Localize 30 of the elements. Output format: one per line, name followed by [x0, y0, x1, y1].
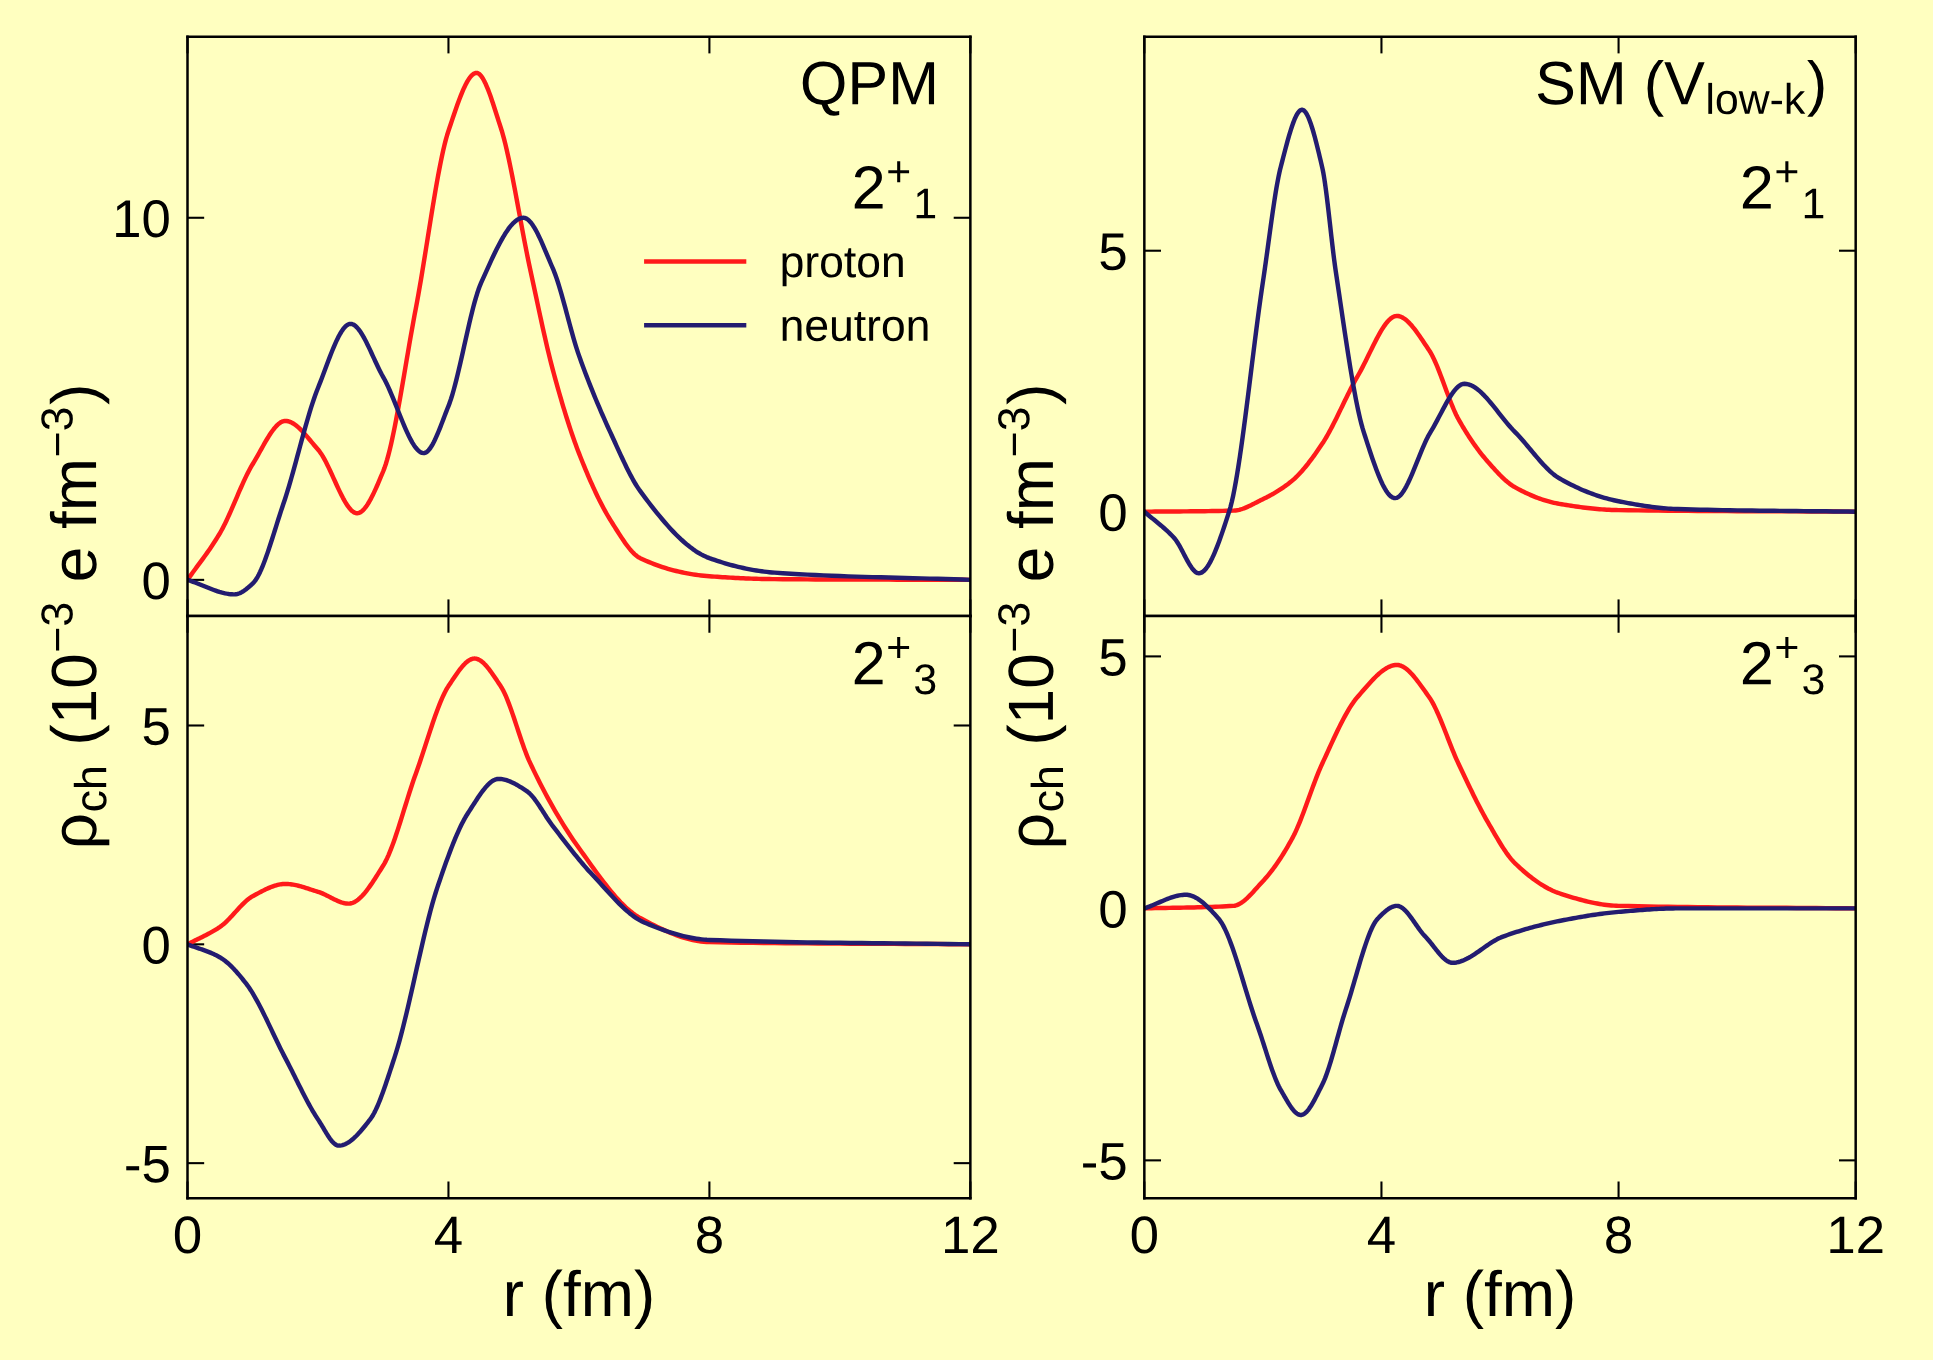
y-axis-title: ρ$_{ch}$ (10$^{−3}$ e fm$^{−3}$) [41, 387, 110, 846]
annotation: SM (V$_{low-k}$) [1537, 59, 1824, 117]
annotation: QPM [802, 61, 935, 116]
x-tick-label: 8 [697, 1216, 722, 1254]
x-tick-label: 4 [434, 1216, 462, 1254]
y-tick-label: 0 [143, 562, 169, 600]
annotation: 2$^{+}$$_{1}$ [854, 161, 936, 219]
y-tick-label: -5 [1083, 1143, 1126, 1181]
y-tick-label: 10 [116, 200, 169, 238]
x-axis-title: r (fm) [506, 1269, 652, 1330]
y-tick-label: 5 [143, 708, 169, 746]
x-tick-label: 0 [1131, 1216, 1157, 1254]
legend-label: neutron [782, 312, 928, 342]
x-tick-label: 0 [174, 1216, 201, 1254]
y-tick-label: 0 [1100, 493, 1126, 532]
y-tick-label: 5 [1100, 639, 1126, 677]
annotation: 2$^{+}$$_{3}$ [854, 637, 936, 695]
y-axis-title: ρ$_{ch}$ (10$^{−3}$ e fm$^{−3}$) [998, 387, 1067, 846]
x-tick-label: 4 [1367, 1216, 1395, 1254]
y-tick-label: 0 [143, 926, 169, 964]
y-tick-label: -5 [126, 1145, 169, 1183]
x-tick-label: 12 [945, 1216, 998, 1254]
annotation: 2$^{+}$$_{3}$ [1742, 637, 1824, 695]
x-tick-label: 8 [1606, 1216, 1631, 1254]
x-tick-label: 12 [1830, 1216, 1883, 1254]
annotation: 2$^{+}$$_{1}$ [1742, 161, 1824, 219]
x-axis-title: r (fm) [1427, 1269, 1573, 1330]
legend-label: proton [782, 248, 903, 287]
y-tick-label: 0 [1100, 890, 1126, 929]
y-tick-label: 5 [1100, 233, 1126, 271]
